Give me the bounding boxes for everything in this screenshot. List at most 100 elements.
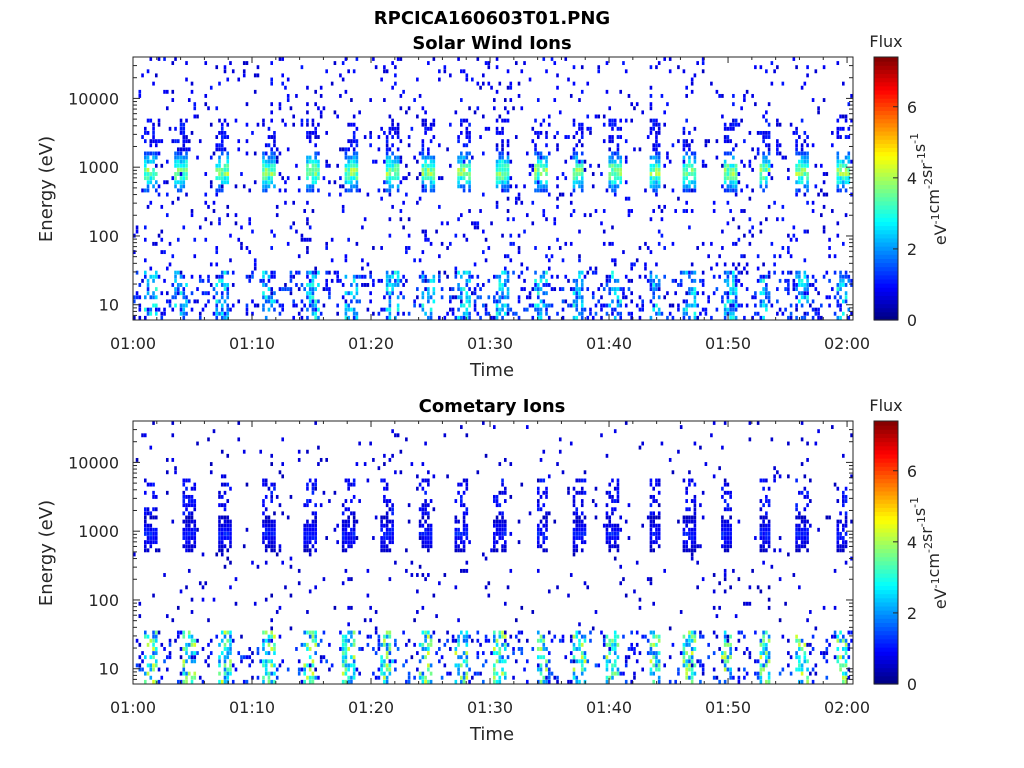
flux-cell xyxy=(471,221,474,226)
flux-cell xyxy=(765,155,768,160)
flux-cell xyxy=(550,638,554,643)
flux-cell xyxy=(657,278,661,283)
flux-cell xyxy=(465,307,469,312)
flux-cell xyxy=(322,630,326,635)
flux-cell xyxy=(503,642,507,647)
flux-cell xyxy=(407,246,411,250)
flux-cell xyxy=(341,647,345,651)
flux-cell xyxy=(503,278,507,283)
flux-cell xyxy=(542,638,546,643)
flux-cell xyxy=(534,143,537,148)
flux-cell xyxy=(438,659,441,664)
flux-cell xyxy=(553,221,557,226)
flux-cell xyxy=(820,188,823,193)
flux-cell xyxy=(605,490,609,495)
flux-cell xyxy=(644,634,647,639)
flux-cell xyxy=(143,167,147,172)
flux-cell xyxy=(435,614,438,619)
flux-cell xyxy=(605,188,609,193)
flux-cell xyxy=(660,217,664,222)
flux-cell xyxy=(193,114,197,119)
flux-cell xyxy=(347,122,350,127)
flux-cell xyxy=(460,299,463,304)
flux-cell xyxy=(207,204,210,209)
flux-cell xyxy=(385,172,389,176)
flux-cell xyxy=(413,155,416,160)
flux-cell xyxy=(352,638,356,643)
flux-cell xyxy=(751,188,754,193)
flux-cell xyxy=(270,167,274,172)
flux-cell xyxy=(405,659,408,664)
flux-cell xyxy=(190,519,194,524)
flux-cell xyxy=(174,270,177,275)
flux-cell xyxy=(267,659,271,664)
flux-cell xyxy=(506,184,510,189)
flux-cell xyxy=(311,270,315,275)
flux-cell xyxy=(682,519,686,524)
flux-cell xyxy=(556,462,559,466)
flux-cell xyxy=(190,544,194,549)
flux-cell xyxy=(732,163,735,168)
flux-cell xyxy=(143,523,147,528)
flux-cell xyxy=(361,225,364,230)
flux-cell xyxy=(355,519,359,524)
flux-cell xyxy=(325,278,328,283)
flux-cell xyxy=(613,544,617,549)
flux-cell xyxy=(495,126,499,131)
flux-cell xyxy=(545,291,548,296)
flux-cell xyxy=(443,433,447,438)
flux-cell xyxy=(649,184,653,189)
colorbar-swatch xyxy=(874,307,898,313)
flux-cell xyxy=(446,274,449,279)
flux-cell xyxy=(723,291,727,296)
flux-cell xyxy=(682,163,686,168)
flux-cell xyxy=(251,659,254,664)
flux-cell xyxy=(471,155,474,160)
flux-cell xyxy=(465,433,469,438)
colorbar-swatch xyxy=(874,130,898,136)
flux-cell xyxy=(209,638,213,643)
flux-cell xyxy=(262,172,265,176)
flux-cell xyxy=(218,494,221,499)
flux-cell xyxy=(479,135,482,139)
flux-cell xyxy=(690,659,694,664)
flux-cell xyxy=(352,536,356,540)
flux-cell xyxy=(179,589,183,594)
flux-cell xyxy=(152,122,155,127)
flux-cell xyxy=(176,159,180,164)
flux-cell xyxy=(572,659,576,664)
flux-cell xyxy=(460,130,463,135)
flux-cell xyxy=(578,172,581,176)
flux-cell xyxy=(308,663,312,668)
flux-cell xyxy=(234,221,238,226)
flux-cell xyxy=(732,241,735,246)
flux-cell xyxy=(308,523,312,528)
flux-cell xyxy=(558,110,562,115)
flux-cell xyxy=(154,139,158,144)
flux-cell xyxy=(303,679,306,684)
flux-cell xyxy=(619,180,623,185)
flux-cell xyxy=(578,122,581,127)
flux-cell xyxy=(438,176,441,181)
flux-cell xyxy=(218,217,221,222)
flux-cell xyxy=(847,172,851,176)
flux-cell xyxy=(770,241,774,246)
flux-cell xyxy=(539,531,543,536)
flux-cell xyxy=(143,151,147,156)
flux-cell xyxy=(344,274,348,279)
flux-cell xyxy=(503,295,507,300)
flux-cell xyxy=(479,315,482,320)
flux-cell xyxy=(688,147,691,152)
flux-cell xyxy=(407,311,411,316)
flux-cell xyxy=(831,287,834,292)
flux-cell xyxy=(597,663,601,668)
flux-cell xyxy=(385,180,389,185)
flux-cell xyxy=(311,671,315,676)
flux-cell xyxy=(264,515,268,520)
flux-cell xyxy=(743,266,746,271)
flux-cell xyxy=(726,221,730,226)
flux-cell xyxy=(688,663,691,668)
flux-cell xyxy=(432,184,436,189)
flux-cell xyxy=(547,671,551,676)
flux-cell xyxy=(198,581,202,586)
